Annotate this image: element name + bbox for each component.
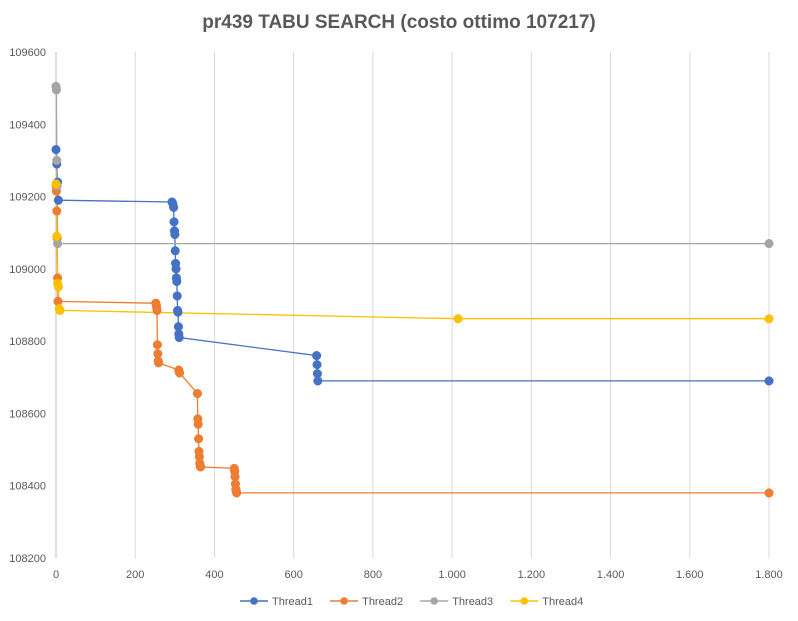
legend-label: Thread4 — [542, 596, 583, 608]
data-point-thread2 — [764, 488, 774, 498]
legend-swatch-marker — [430, 597, 439, 605]
grid-layer — [134, 52, 770, 558]
data-point-thread2 — [196, 462, 206, 472]
series-line-thread3 — [55, 86, 769, 245]
y-tick-label: 108800 — [9, 336, 46, 348]
data-point-thread2 — [232, 488, 242, 498]
data-point-thread2 — [175, 368, 185, 378]
data-point-thread2 — [192, 389, 202, 399]
data-point-thread1 — [169, 217, 179, 227]
legend: Thread1 Thread2 Thread3 Thread4 — [240, 596, 583, 608]
legend-item-thread3: Thread3 — [420, 596, 493, 608]
series-line-thread1 — [55, 149, 769, 382]
y-tick-label: 109400 — [9, 119, 46, 131]
data-point-thread1 — [312, 351, 322, 361]
x-tick-label: 200 — [126, 569, 144, 581]
data-point-thread1 — [764, 376, 774, 386]
x-tick-label: 1.000 — [438, 569, 466, 581]
x-tick-label: 1.200 — [518, 569, 546, 581]
data-point-thread3 — [52, 155, 62, 165]
data-point-thread1 — [172, 291, 182, 301]
data-point-thread2 — [154, 358, 164, 368]
data-point-thread1 — [51, 145, 61, 155]
data-point-thread2 — [152, 340, 162, 350]
legend-item-thread4: Thread4 — [510, 596, 583, 608]
series-layer — [51, 81, 774, 498]
data-point-thread4 — [53, 282, 63, 292]
data-point-thread2 — [194, 434, 204, 444]
data-point-thread1 — [172, 276, 182, 287]
data-point-thread4 — [52, 231, 62, 241]
data-point-thread1 — [53, 195, 63, 205]
x-tick-label: 0 — [53, 569, 59, 581]
data-point-thread4 — [55, 305, 65, 315]
data-point-thread4 — [51, 179, 61, 189]
legend-label: Thread2 — [362, 596, 403, 608]
data-point-thread1 — [169, 202, 179, 212]
y-tick-label: 109600 — [9, 47, 46, 59]
x-tick-label: 1.600 — [676, 569, 704, 581]
data-point-thread2 — [193, 419, 203, 429]
y-tick-label: 109200 — [9, 192, 46, 204]
y-tick-label: 108400 — [9, 481, 46, 493]
x-tick-label: 1.400 — [597, 569, 625, 581]
data-point-thread1 — [312, 360, 322, 370]
y-tick-label: 108200 — [9, 553, 46, 565]
legend-label: Thread1 — [272, 596, 313, 608]
legend-item-thread2: Thread2 — [330, 596, 403, 608]
series-line-thread2 — [55, 185, 769, 494]
series-line-thread4 — [55, 183, 769, 320]
y-tick-label: 108600 — [9, 408, 46, 420]
data-point-thread1 — [170, 229, 180, 240]
data-point-thread1 — [170, 246, 180, 256]
legend-swatch-marker — [520, 597, 529, 605]
x-tick-label: 1.800 — [755, 569, 783, 581]
data-point-thread2 — [52, 206, 62, 216]
chart-title: pr439 TABU SEARCH (costo ottimo 107217) — [202, 12, 596, 33]
data-point-thread1 — [171, 264, 181, 274]
axis-layer: 0 200 400 600 800 1.000 1.200 1.400 1.600 1.800 10… — [9, 47, 782, 581]
data-point-thread4 — [453, 314, 463, 324]
data-point-thread4 — [764, 314, 774, 324]
data-point-thread3 — [51, 85, 61, 95]
legend-swatch-marker — [340, 597, 348, 605]
data-point-thread3 — [764, 239, 774, 249]
y-tick-label: 109000 — [9, 264, 46, 276]
data-point-thread2 — [152, 305, 162, 315]
x-tick-label: 800 — [364, 569, 382, 581]
data-point-thread1 — [313, 376, 323, 386]
legend-item-thread1: Thread1 — [240, 596, 313, 608]
x-tick-label: 400 — [205, 569, 223, 581]
data-point-thread1 — [173, 307, 183, 317]
x-tick-label: 600 — [284, 569, 302, 581]
legend-swatch-marker — [250, 597, 258, 605]
data-point-thread1 — [174, 332, 184, 343]
legend-label: Thread3 — [452, 596, 493, 608]
